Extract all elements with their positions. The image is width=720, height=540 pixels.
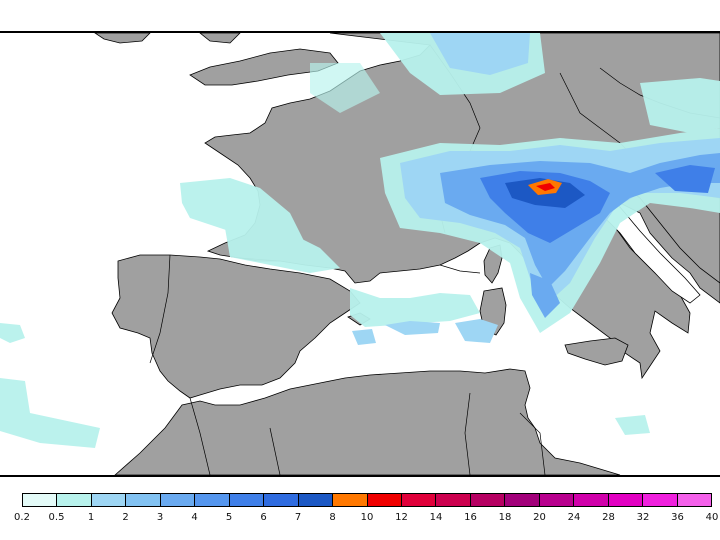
legend-swatch [57, 494, 92, 506]
legend-label: 6 [260, 512, 267, 523]
precip-east [640, 78, 720, 133]
precip-english [310, 63, 380, 113]
legend-label: 32 [636, 512, 650, 523]
legend-swatch [436, 494, 471, 506]
legend-swatch [160, 494, 196, 506]
precipitation-map [0, 31, 720, 477]
legend-swatch [643, 494, 678, 506]
legend-swatch [505, 494, 540, 506]
legend-swatch [229, 494, 265, 506]
precip-med-blue [385, 321, 440, 335]
legend-label: 16 [464, 512, 477, 523]
legend-swatch [367, 494, 402, 506]
iberia-land [111, 254, 361, 399]
land-layer [94, 33, 720, 475]
legend-label: 28 [602, 512, 615, 523]
precip-med-band [350, 288, 480, 327]
legend-label: 10 [360, 512, 374, 523]
precip-italy-mid [530, 273, 560, 318]
legend-swatch [539, 494, 575, 506]
legend-label: 1 [87, 512, 95, 523]
legend-label: 0.2 [14, 512, 30, 523]
legend-swatch [195, 494, 230, 506]
precip-bay [225, 228, 340, 273]
ireland-top [199, 33, 241, 44]
legend-label: 0.5 [48, 512, 65, 523]
legend-color-bar [22, 493, 712, 507]
legend-swatch [470, 494, 506, 506]
sicily-land [564, 337, 629, 366]
legend-swatch [401, 494, 437, 506]
precip-hotspot-red [536, 183, 555, 191]
legend-label: 8 [329, 512, 336, 523]
precip-atlantic [0, 323, 25, 343]
legend-swatch [23, 494, 58, 506]
legend-label: 36 [671, 512, 684, 523]
legend-label: 2 [122, 512, 129, 523]
legend-swatch [91, 494, 127, 506]
legend-swatch [298, 494, 334, 506]
legend-label: 5 [225, 512, 233, 523]
legend-label: 4 [191, 512, 198, 523]
legend-swatch [574, 494, 609, 506]
england-top [94, 33, 151, 44]
precip-ionian [615, 415, 650, 435]
legend-label: 20 [533, 512, 546, 523]
legend-label: 14 [429, 512, 443, 523]
precip-atlantic2 [0, 378, 100, 448]
legend-label: 12 [395, 512, 408, 523]
precip-north-blue [430, 33, 530, 75]
legend-swatch [333, 494, 368, 506]
legend-label: 7 [294, 512, 302, 523]
color-scale-legend: 0.2 0.5 1 2 3 4 5 6 7 8 10 12 14 16 18 20 24 28 32 36 40 [14, 493, 718, 523]
precipitation-layer [0, 33, 720, 448]
legend-labels: 0.2 0.5 1 2 3 4 5 6 7 8 10 12 14 16 18 20 24 28 32 36 40 [14, 512, 718, 526]
legend-swatch [677, 494, 712, 506]
precip-east-deep [655, 165, 715, 193]
legend-label: 3 [156, 512, 164, 523]
legend-swatch [608, 494, 644, 506]
legend-label: 18 [498, 512, 512, 523]
legend-label: 40 [705, 512, 719, 523]
precip-corsica-blue [455, 319, 498, 343]
legend-swatch [264, 494, 299, 506]
map-canvas [0, 33, 720, 475]
legend-label: 24 [567, 512, 581, 523]
north-africa-land [114, 368, 621, 475]
legend-swatch [126, 494, 161, 506]
precip-balearic-blue [352, 329, 376, 345]
